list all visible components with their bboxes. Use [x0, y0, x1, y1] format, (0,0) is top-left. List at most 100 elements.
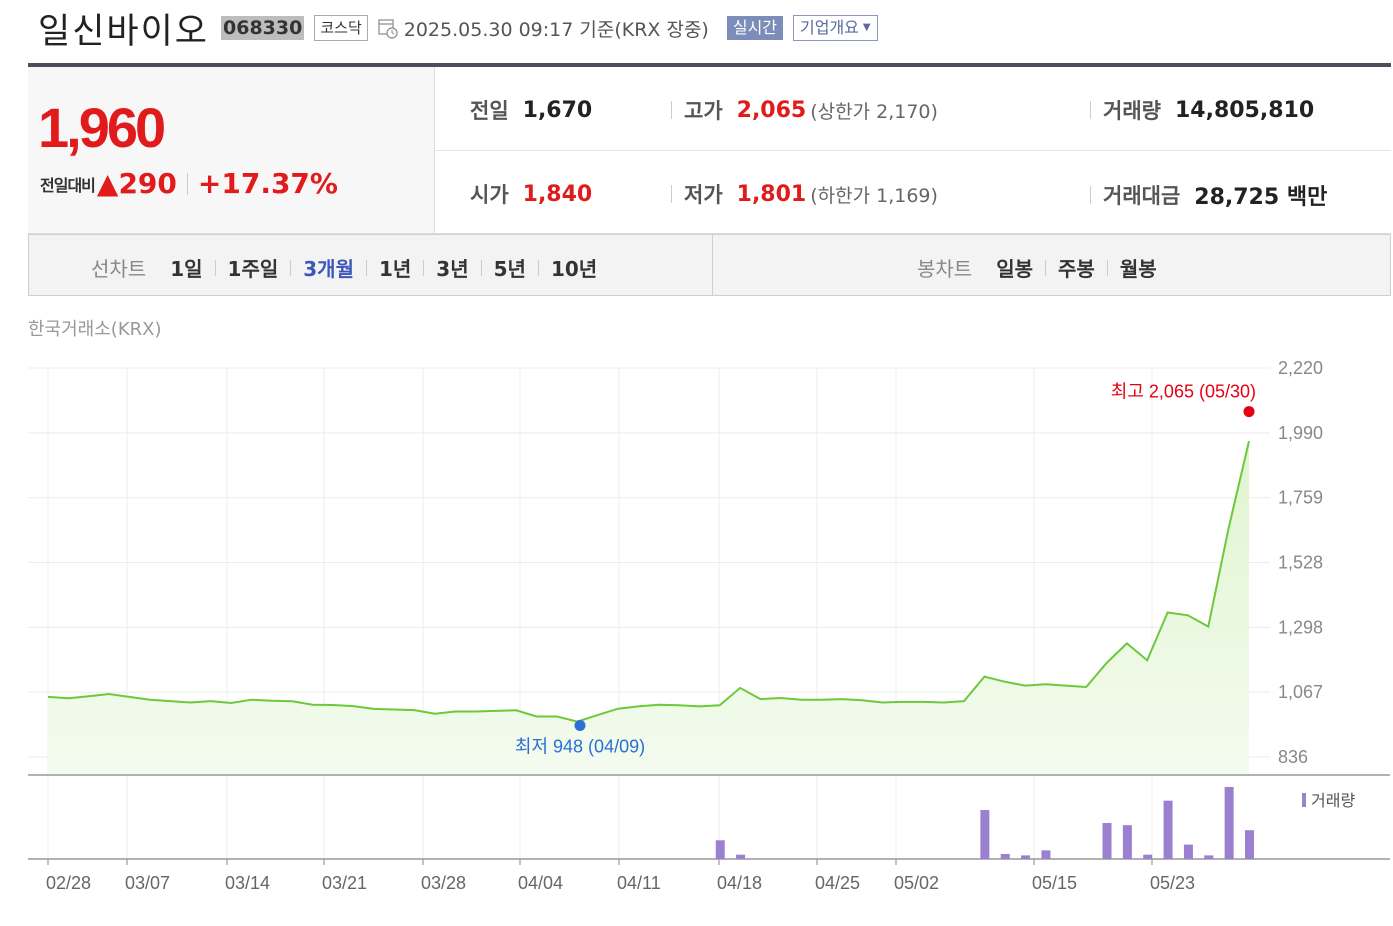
x-tick-label: 02/28 [46, 873, 91, 893]
high-label: 최고 2,065 (05/30) [1111, 382, 1256, 402]
stat-open: 시가 1,840 [470, 179, 592, 209]
candle-chart-label: 봉차트 [917, 257, 973, 281]
stat-low: 저가 1,801 (하한가 1,169) [671, 179, 938, 209]
x-tick-label: 03/14 [225, 873, 270, 893]
x-tick-label: 03/21 [322, 873, 367, 893]
volume-legend-swatch [1302, 793, 1306, 807]
line-tab[interactable]: 1일 [170, 257, 203, 281]
company-overview-label: 기업개요 [800, 18, 859, 37]
divider [671, 101, 672, 119]
stat-volume: 거래량 14,805,810 [1090, 95, 1314, 125]
stat-label: 고가 [684, 99, 723, 123]
realtime-badge[interactable]: 실시간 [726, 16, 784, 40]
stat-value: 1,801 [736, 181, 807, 207]
x-tick-label: 04/18 [717, 873, 762, 893]
stock-header: 일신바이오 068330 코스닥 2025.05.30 09:17 기준(KRX… [38, 6, 878, 52]
y-tick-label: 1,528 [1278, 553, 1323, 573]
x-tick-label: 04/04 [518, 873, 563, 893]
change-percent: +17.37% [197, 167, 338, 200]
candle-tab[interactable]: 주봉 [1058, 257, 1095, 281]
x-tick-label: 05/23 [1150, 873, 1195, 893]
chevron-down-icon: ▼ [862, 22, 871, 33]
x-tick-label: 04/25 [815, 873, 860, 893]
stat-label: 저가 [684, 183, 723, 207]
stat-label: 전일 [470, 99, 509, 123]
high-marker [1243, 406, 1255, 418]
volume-bar [1224, 787, 1234, 859]
y-tick-label: 1,759 [1278, 488, 1323, 508]
line-tab[interactable]: 3년 [436, 257, 469, 281]
stat-high: 고가 2,065 (상한가 2,170) [671, 95, 938, 125]
current-price: 1,960 [38, 96, 166, 159]
volume-bar [1245, 830, 1254, 859]
change-amount-value: 290 [118, 167, 177, 200]
divider [537, 259, 539, 276]
candle-tab[interactable]: 월봉 [1119, 257, 1157, 281]
low-marker [574, 720, 586, 732]
stat-trade-value: 거래대금 28,725 백만 [1090, 179, 1327, 211]
line-tab[interactable]: 3개월 [303, 257, 354, 281]
y-tick-label: 2,220 [1278, 358, 1323, 378]
divider [671, 185, 672, 203]
volume-bar [1204, 855, 1214, 859]
lower-limit: (하한가 1,169) [810, 184, 938, 207]
price-area [48, 441, 1249, 775]
x-tick-label: 03/28 [421, 873, 466, 893]
x-tick-label: 04/11 [617, 873, 661, 893]
market-badge: 코스닥 [314, 15, 368, 41]
divider [712, 235, 713, 295]
y-tick-label: 1,990 [1278, 423, 1323, 443]
line-tab[interactable]: 10년 [550, 257, 598, 281]
change-row: 전일대비 ▲290 +17.37% [40, 167, 338, 200]
change-amount: ▲290 [97, 167, 177, 200]
divider [1106, 259, 1108, 276]
low-label: 최저 948 (04/09) [515, 737, 645, 757]
stat-prev-close: 전일 1,670 [470, 95, 592, 125]
x-tick-label: 05/02 [894, 873, 939, 893]
divider [423, 259, 425, 276]
volume-bar [715, 840, 725, 859]
candle-tab[interactable]: 일봉 [996, 257, 1034, 281]
line-chart-label: 선차트 [91, 257, 147, 281]
price-box: 1,960 전일대비 ▲290 +17.37% [28, 67, 435, 233]
change-label: 전일대비 [40, 175, 96, 195]
volume-bar [1041, 850, 1051, 859]
stat-label: 거래대금 [1103, 184, 1181, 208]
divider [1045, 259, 1047, 276]
divider [1090, 186, 1091, 204]
volume-legend-label: 거래량 [1311, 791, 1355, 810]
volume-bar [1122, 825, 1132, 859]
volume-bar [1021, 855, 1031, 859]
divider [214, 259, 216, 276]
divider [480, 259, 482, 276]
volume-bar [736, 854, 746, 859]
quote-timestamp: 2025.05.30 09:17 기준(KRX 장중) [403, 18, 709, 41]
stat-value: 28,725 백만 [1194, 185, 1328, 210]
volume-bar [1183, 844, 1193, 859]
line-tab[interactable]: 1주일 [227, 257, 279, 281]
line-chart-tabs: 선차트 1일 1주일 3개월 1년 3년 5년 10년 [91, 253, 597, 282]
line-tab[interactable]: 5년 [493, 257, 526, 281]
volume-bar [1102, 823, 1112, 859]
line-tab[interactable]: 1년 [378, 257, 412, 281]
stock-name: 일신바이오 [38, 11, 210, 52]
y-tick-label: 1,298 [1278, 617, 1323, 637]
volume-bar [1000, 853, 1010, 859]
up-arrow-icon: ▲ [96, 167, 119, 200]
divider [186, 172, 188, 195]
stat-value: 1,840 [522, 181, 593, 207]
company-overview-button[interactable]: 기업개요 ▼ [793, 15, 878, 41]
stat-label: 시가 [470, 183, 509, 207]
stock-code: 068330 [221, 16, 305, 40]
divider [1090, 101, 1091, 119]
upper-limit: (상한가 2,170) [810, 100, 938, 123]
quote-panel: 1,960 전일대비 ▲290 +17.37% 전일 1,670 고가 2,06… [28, 63, 1391, 234]
y-tick-label: 1,067 [1278, 682, 1323, 702]
volume-bar [1163, 800, 1173, 859]
x-tick-label: 03/07 [125, 873, 170, 893]
divider [365, 259, 367, 276]
candle-chart-tabs: 봉차트 일봉 주봉 월봉 [917, 253, 1157, 282]
divider [435, 150, 1391, 151]
y-tick-label: 836 [1278, 747, 1308, 767]
